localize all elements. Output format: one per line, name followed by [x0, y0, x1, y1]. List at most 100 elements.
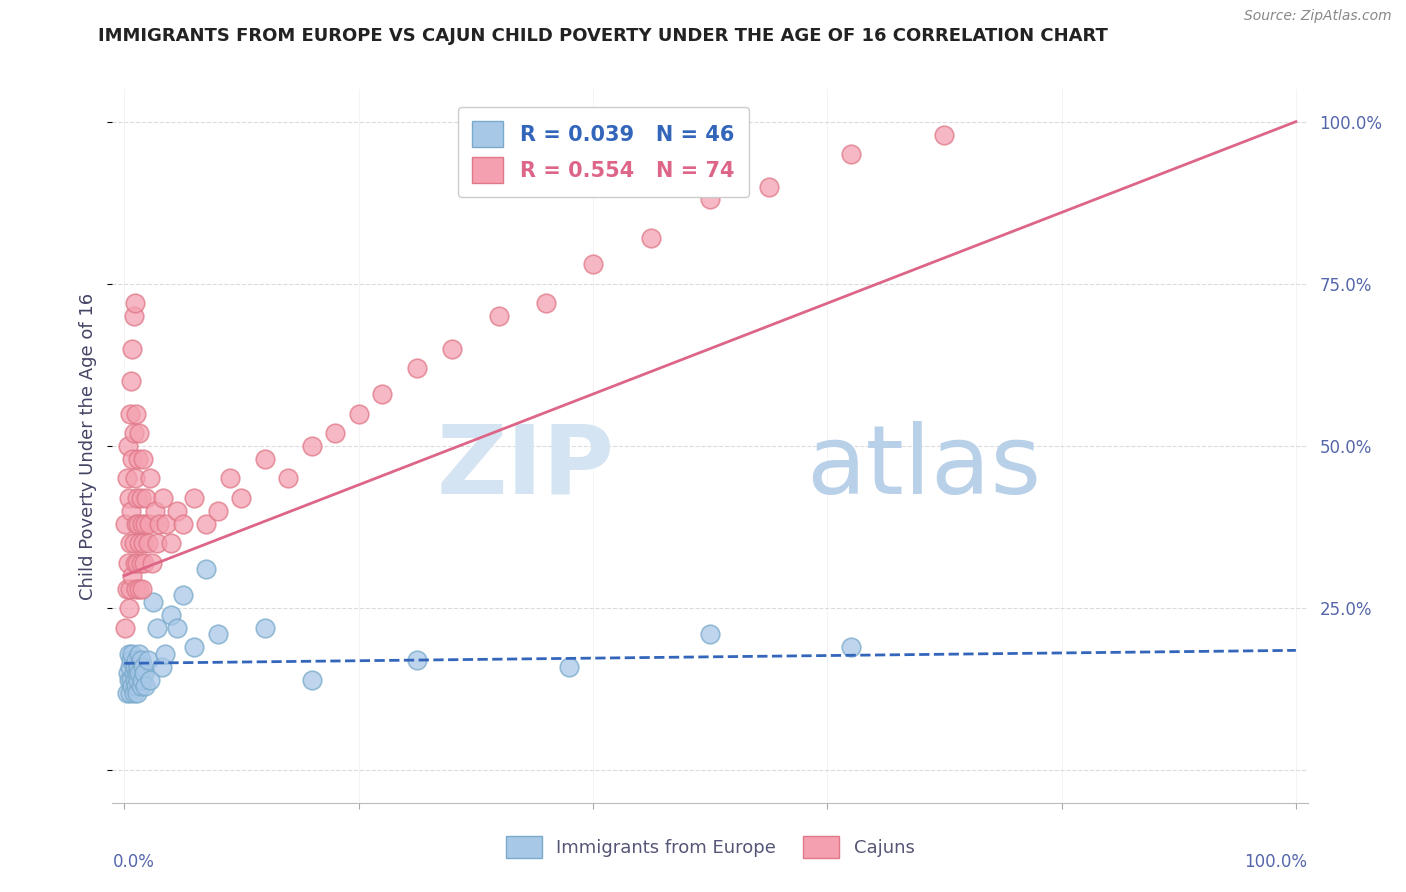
Point: [146, 536, 169, 550]
Point: [127, 491, 149, 505]
Point: [406, 653, 429, 667]
Text: IMMIGRANTS FROM EUROPE VS CAJUN CHILD POVERTY UNDER THE AGE OF 16 CORRELATION CH: IMMIGRANTS FROM EUROPE VS CAJUN CHILD PO…: [98, 27, 1108, 45]
Point: [152, 491, 174, 505]
Point: [127, 685, 149, 699]
Point: [115, 685, 138, 699]
Legend: Immigrants from Europe, Cajuns: Immigrants from Europe, Cajuns: [498, 829, 922, 865]
Point: [253, 621, 276, 635]
Point: [128, 666, 150, 681]
Point: [125, 582, 148, 596]
Point: [127, 452, 149, 467]
Point: [146, 621, 169, 635]
Point: [758, 179, 780, 194]
Point: [128, 647, 150, 661]
Point: [406, 361, 429, 376]
Point: [128, 582, 150, 596]
Y-axis label: Child Poverty Under the Age of 16: Child Poverty Under the Age of 16: [79, 293, 97, 599]
Point: [122, 310, 145, 324]
Point: [166, 621, 188, 635]
Point: [139, 673, 162, 687]
Point: [172, 588, 194, 602]
Point: [124, 659, 146, 673]
Point: [134, 516, 156, 531]
Point: [323, 425, 346, 440]
Point: [117, 666, 139, 681]
Point: [699, 627, 721, 641]
Point: [120, 407, 141, 421]
Point: [136, 653, 159, 667]
Point: [371, 387, 394, 401]
Point: [155, 647, 177, 661]
Point: [160, 607, 183, 622]
Point: [132, 659, 155, 673]
Point: [127, 659, 149, 673]
Point: [150, 659, 173, 673]
Point: [582, 257, 605, 271]
Point: [121, 452, 143, 467]
Point: [142, 595, 165, 609]
Point: [155, 516, 177, 531]
Point: [114, 621, 136, 635]
Point: [183, 640, 205, 654]
Point: [141, 556, 163, 570]
Point: [218, 471, 240, 485]
Point: [166, 504, 188, 518]
Point: [125, 516, 148, 531]
Point: [128, 536, 150, 550]
Point: [120, 374, 142, 388]
Point: [207, 504, 229, 518]
Point: [120, 536, 141, 550]
Point: [121, 647, 143, 661]
Point: [277, 471, 299, 485]
Point: [131, 582, 153, 596]
Point: [120, 659, 141, 673]
Point: [534, 296, 557, 310]
Point: [558, 659, 581, 673]
Point: [122, 685, 145, 699]
Point: [122, 425, 145, 440]
Point: [120, 582, 141, 596]
Point: [115, 471, 138, 485]
Point: [124, 296, 146, 310]
Text: atlas: atlas: [806, 421, 1040, 514]
Point: [122, 536, 145, 550]
Point: [301, 673, 323, 687]
Point: [301, 439, 323, 453]
Point: [132, 536, 155, 550]
Point: [128, 425, 150, 440]
Point: [131, 516, 153, 531]
Point: [347, 407, 370, 421]
Point: [148, 516, 170, 531]
Text: Source: ZipAtlas.com: Source: ZipAtlas.com: [1244, 9, 1392, 23]
Point: [120, 685, 141, 699]
Point: [195, 562, 218, 576]
Point: [124, 471, 146, 485]
Point: [253, 452, 276, 467]
Point: [117, 439, 139, 453]
Point: [125, 407, 148, 421]
Point: [127, 516, 149, 531]
Point: [172, 516, 194, 531]
Point: [124, 673, 146, 687]
Point: [114, 516, 136, 531]
Point: [132, 452, 155, 467]
Point: [143, 504, 166, 518]
Point: [118, 647, 141, 661]
Point: [195, 516, 218, 531]
Point: [135, 491, 157, 505]
Point: [136, 536, 159, 550]
Point: [117, 556, 139, 570]
Point: [934, 128, 956, 142]
Text: ZIP: ZIP: [436, 421, 614, 514]
Point: [120, 673, 142, 687]
Point: [160, 536, 183, 550]
Point: [124, 556, 146, 570]
Point: [125, 653, 148, 667]
Point: [131, 673, 153, 687]
Point: [127, 666, 149, 681]
Point: [127, 556, 149, 570]
Text: 0.0%: 0.0%: [112, 853, 155, 871]
Point: [121, 679, 143, 693]
Point: [129, 556, 152, 570]
Point: [118, 601, 141, 615]
